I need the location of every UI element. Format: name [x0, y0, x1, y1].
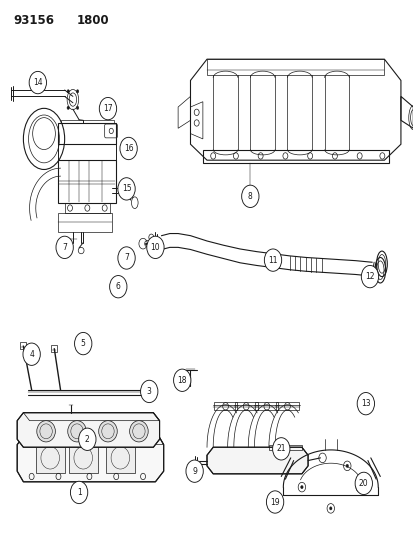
Circle shape	[76, 90, 78, 93]
Text: 6: 6	[116, 282, 121, 291]
Circle shape	[78, 428, 96, 450]
Polygon shape	[36, 443, 64, 473]
Text: 12: 12	[364, 272, 374, 281]
Circle shape	[118, 247, 135, 269]
Circle shape	[74, 333, 92, 355]
Circle shape	[356, 392, 374, 415]
Circle shape	[23, 343, 40, 366]
Text: 7: 7	[62, 243, 67, 252]
Text: 17: 17	[103, 104, 112, 113]
Circle shape	[266, 491, 283, 513]
Ellipse shape	[37, 421, 55, 442]
Circle shape	[272, 438, 289, 460]
Polygon shape	[206, 447, 307, 474]
Text: 3: 3	[147, 387, 151, 396]
Polygon shape	[106, 443, 135, 473]
Circle shape	[118, 177, 135, 200]
Text: 11: 11	[268, 256, 277, 264]
Text: 14: 14	[33, 78, 43, 87]
Circle shape	[354, 472, 372, 495]
Ellipse shape	[98, 421, 117, 442]
Circle shape	[361, 265, 378, 288]
Circle shape	[120, 138, 137, 160]
Circle shape	[173, 369, 190, 391]
Polygon shape	[69, 443, 97, 473]
Circle shape	[99, 98, 116, 120]
Circle shape	[146, 236, 164, 259]
Circle shape	[56, 236, 73, 259]
Polygon shape	[17, 434, 163, 482]
Circle shape	[29, 71, 46, 94]
Circle shape	[109, 276, 127, 298]
Polygon shape	[17, 413, 159, 447]
Text: 1: 1	[76, 488, 81, 497]
Text: 2: 2	[85, 435, 90, 444]
Circle shape	[76, 106, 78, 109]
Text: 13: 13	[360, 399, 370, 408]
Text: 8: 8	[247, 192, 252, 201]
Text: 16: 16	[123, 144, 133, 153]
Ellipse shape	[68, 421, 86, 442]
Text: 20: 20	[358, 479, 368, 488]
Circle shape	[67, 90, 69, 93]
Text: 9: 9	[192, 467, 197, 475]
Circle shape	[358, 486, 360, 489]
Text: 21: 21	[276, 445, 285, 454]
Circle shape	[140, 380, 157, 402]
Circle shape	[241, 185, 259, 207]
Text: 19: 19	[270, 497, 279, 506]
Ellipse shape	[129, 421, 148, 442]
Circle shape	[345, 464, 348, 467]
Circle shape	[300, 486, 302, 489]
Text: 5: 5	[81, 339, 85, 348]
Circle shape	[70, 481, 88, 504]
Circle shape	[264, 249, 281, 271]
Circle shape	[185, 460, 203, 482]
Circle shape	[329, 507, 331, 510]
Text: 10: 10	[150, 243, 160, 252]
Text: 4: 4	[29, 350, 34, 359]
Circle shape	[67, 106, 69, 109]
Text: 93156: 93156	[13, 14, 54, 27]
Text: 1800: 1800	[77, 14, 109, 27]
Text: 15: 15	[121, 184, 131, 193]
Text: 7: 7	[124, 254, 129, 262]
Text: 18: 18	[177, 376, 187, 385]
